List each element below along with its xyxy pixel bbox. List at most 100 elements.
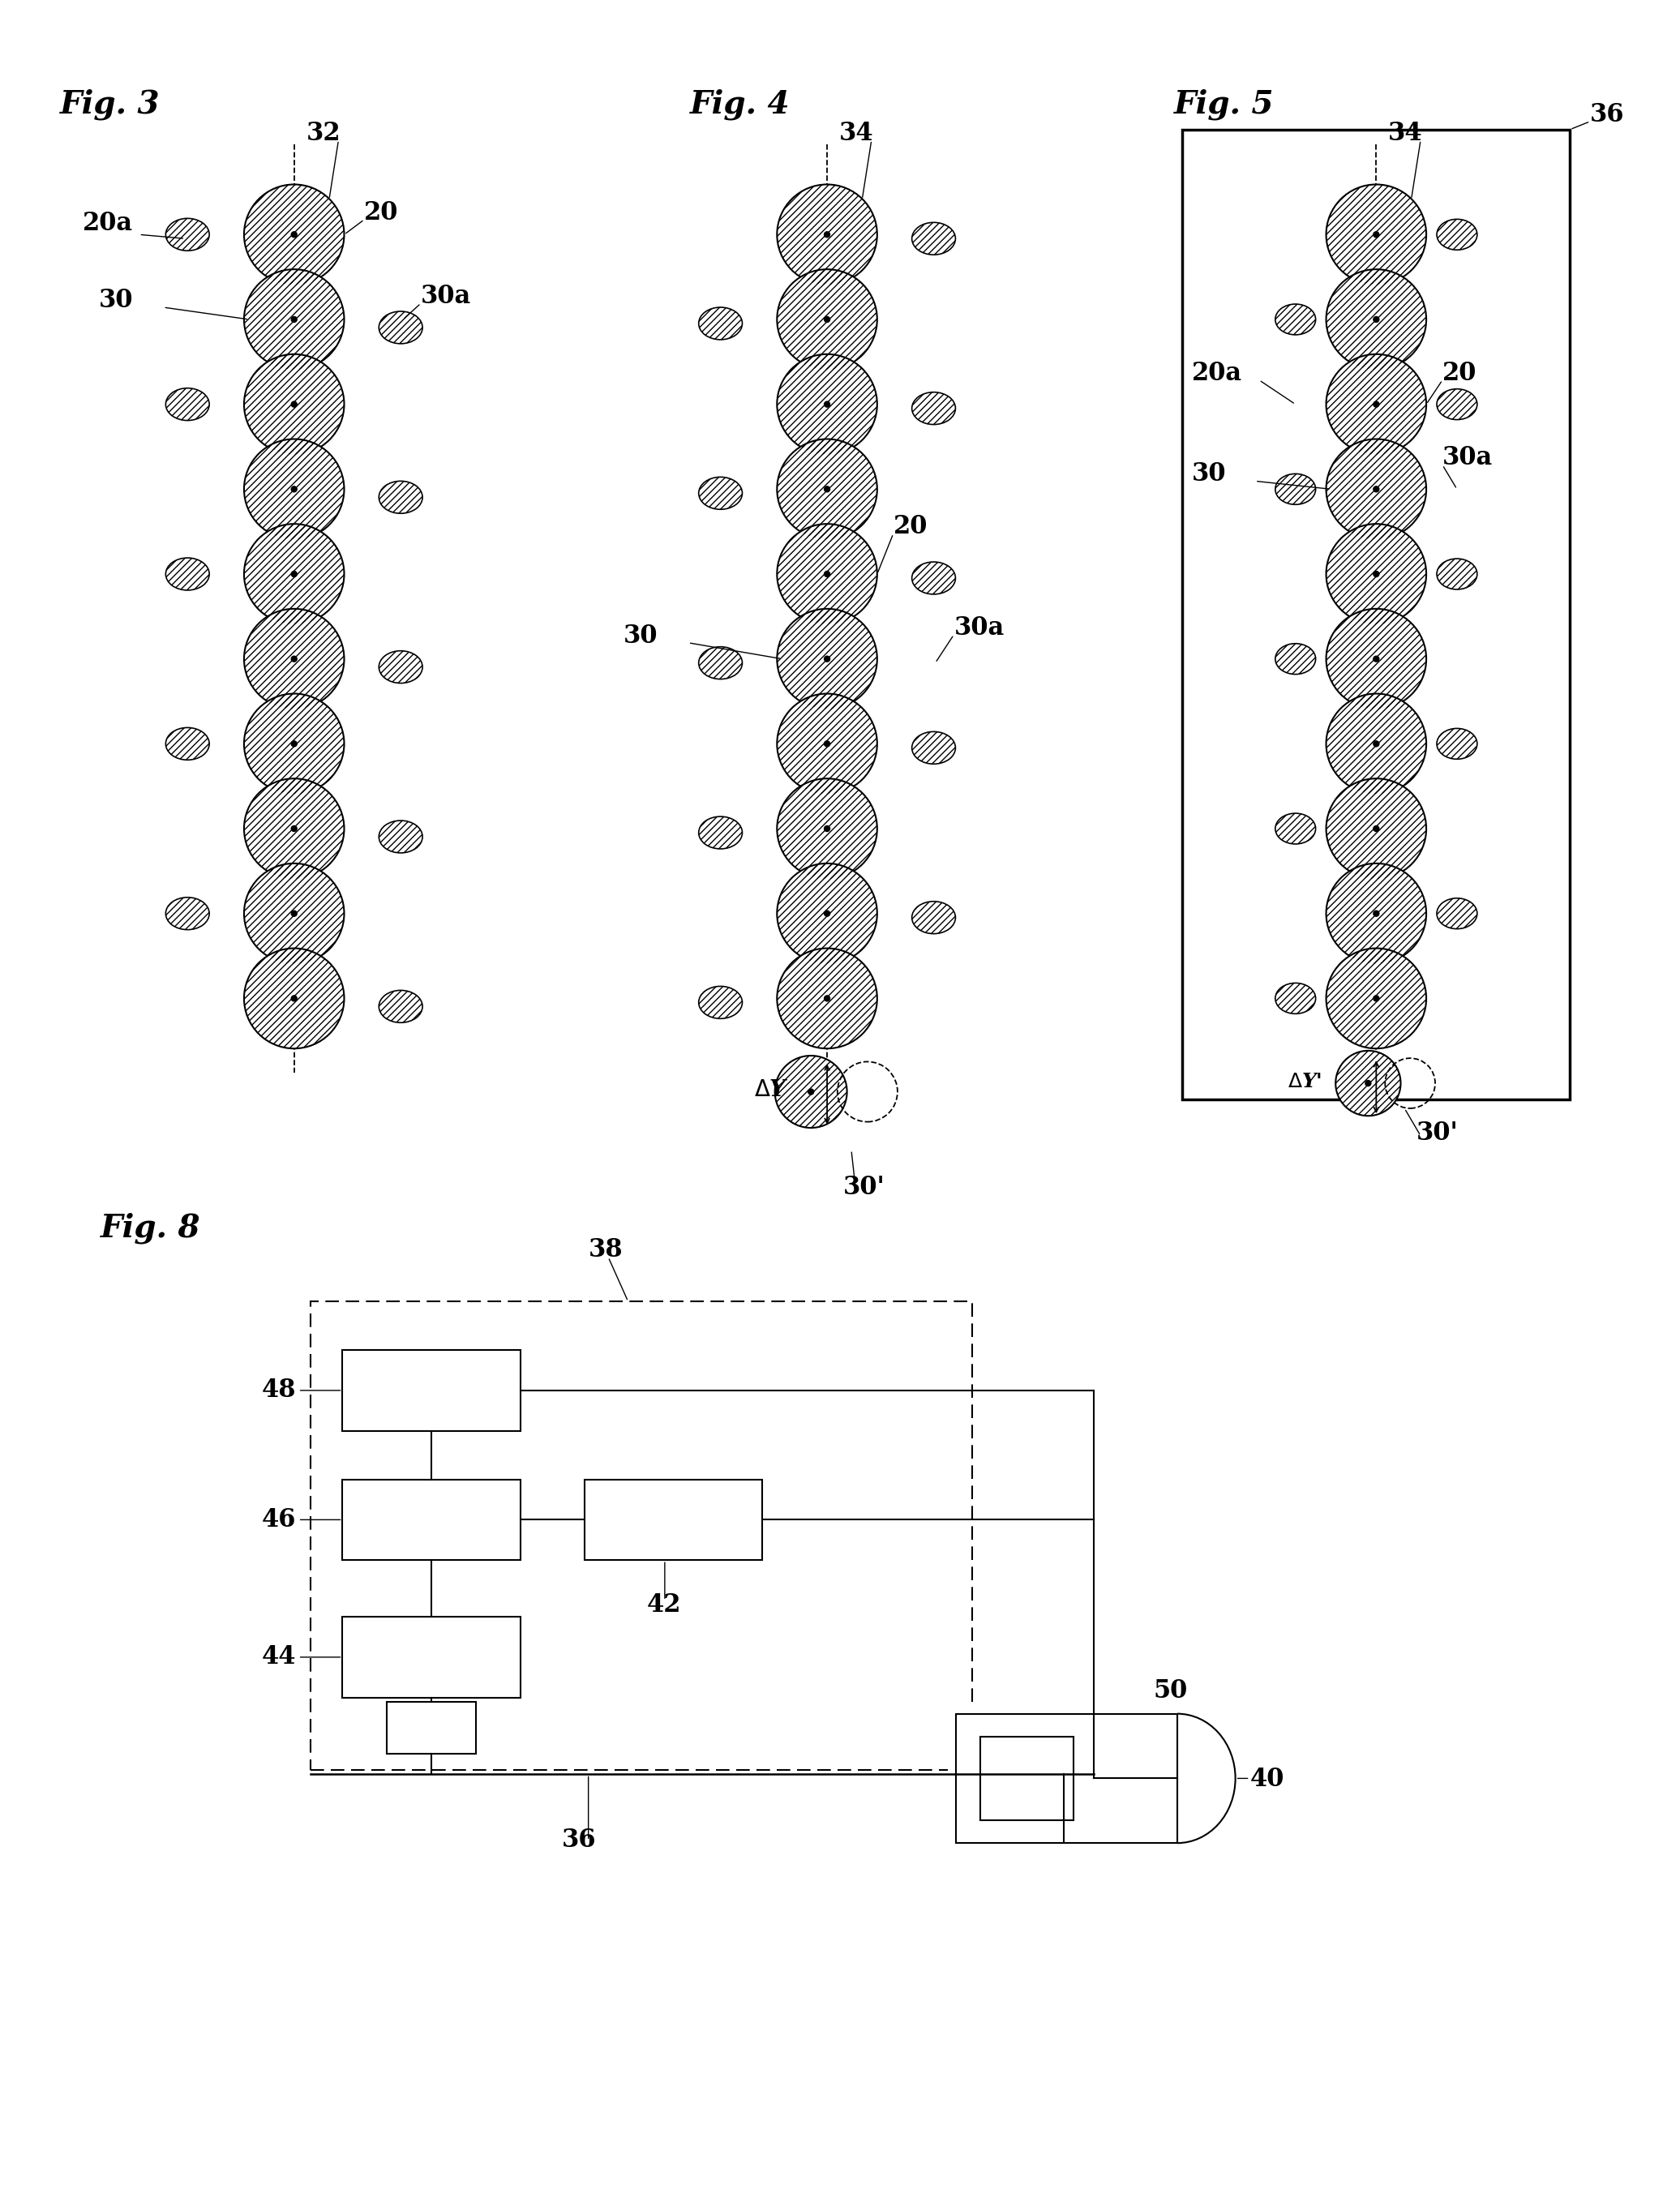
Circle shape <box>1326 693 1426 794</box>
Text: 30a: 30a <box>1443 445 1494 470</box>
Ellipse shape <box>380 312 422 344</box>
Text: Fig. 4: Fig. 4 <box>690 90 790 121</box>
Text: 30a: 30a <box>422 283 472 309</box>
Circle shape <box>825 996 830 1000</box>
Text: 30': 30' <box>843 1176 885 1200</box>
Ellipse shape <box>699 476 743 509</box>
Circle shape <box>1326 353 1426 454</box>
Bar <box>956 1714 1178 1843</box>
Circle shape <box>244 948 344 1049</box>
Ellipse shape <box>912 222 956 255</box>
Text: 30: 30 <box>623 623 659 649</box>
Ellipse shape <box>1275 643 1315 674</box>
Text: $\Delta$Y': $\Delta$Y' <box>1287 1073 1322 1090</box>
Circle shape <box>1373 996 1379 1000</box>
Text: 32: 32 <box>306 121 341 145</box>
Circle shape <box>1373 487 1379 491</box>
Circle shape <box>778 948 877 1049</box>
Circle shape <box>1326 608 1426 709</box>
Circle shape <box>291 570 297 577</box>
Circle shape <box>825 825 830 832</box>
Circle shape <box>1326 524 1426 623</box>
Text: 20a: 20a <box>82 211 133 237</box>
Circle shape <box>244 864 344 963</box>
Circle shape <box>1326 439 1426 540</box>
Ellipse shape <box>166 557 210 590</box>
Circle shape <box>291 825 297 832</box>
Text: 20: 20 <box>894 513 927 540</box>
Ellipse shape <box>1436 559 1477 590</box>
Text: 34: 34 <box>840 121 874 145</box>
Circle shape <box>825 570 830 577</box>
Text: 46: 46 <box>262 1507 296 1531</box>
Bar <box>585 1479 763 1560</box>
Text: 36: 36 <box>1591 101 1625 127</box>
Circle shape <box>778 864 877 963</box>
Circle shape <box>778 270 877 369</box>
Circle shape <box>244 270 344 369</box>
Ellipse shape <box>166 388 210 421</box>
Circle shape <box>808 1088 813 1095</box>
Circle shape <box>825 402 830 408</box>
Ellipse shape <box>699 816 743 849</box>
Circle shape <box>244 779 344 880</box>
Text: $\Delta$Y: $\Delta$Y <box>754 1079 790 1101</box>
Circle shape <box>825 316 830 323</box>
Circle shape <box>825 742 830 746</box>
Circle shape <box>825 233 830 237</box>
Circle shape <box>825 656 830 663</box>
Circle shape <box>1373 402 1379 408</box>
Ellipse shape <box>1275 474 1315 505</box>
Circle shape <box>1326 270 1426 369</box>
Ellipse shape <box>1436 897 1477 928</box>
Text: 44: 44 <box>262 1646 296 1670</box>
Bar <box>311 1301 973 1771</box>
Circle shape <box>1336 1051 1401 1117</box>
Circle shape <box>291 316 297 323</box>
Text: 20a: 20a <box>1193 360 1243 386</box>
Circle shape <box>291 911 297 917</box>
Ellipse shape <box>380 989 422 1022</box>
Circle shape <box>291 996 297 1000</box>
Text: Fig. 3: Fig. 3 <box>60 90 160 121</box>
Text: 20: 20 <box>365 200 398 226</box>
Bar <box>981 1735 1074 1821</box>
Text: 50: 50 <box>1152 1678 1188 1703</box>
Text: 40: 40 <box>1250 1766 1284 1792</box>
Circle shape <box>774 1055 847 1128</box>
Circle shape <box>1373 825 1379 832</box>
Circle shape <box>1326 948 1426 1049</box>
Ellipse shape <box>912 393 956 423</box>
Circle shape <box>778 524 877 623</box>
Ellipse shape <box>166 897 210 930</box>
Circle shape <box>1326 779 1426 880</box>
Ellipse shape <box>912 731 956 764</box>
Circle shape <box>778 353 877 454</box>
Text: 30: 30 <box>1193 461 1226 487</box>
Text: 20: 20 <box>1443 360 1477 386</box>
Bar <box>343 1617 521 1698</box>
Bar <box>948 1705 1178 1852</box>
Ellipse shape <box>1436 219 1477 250</box>
Circle shape <box>291 402 297 408</box>
Circle shape <box>1366 1079 1371 1086</box>
Text: 48: 48 <box>262 1378 296 1402</box>
Bar <box>1183 129 1571 1099</box>
Ellipse shape <box>699 647 743 680</box>
Ellipse shape <box>1275 814 1315 845</box>
Circle shape <box>244 439 344 540</box>
Ellipse shape <box>380 652 422 682</box>
Text: 30: 30 <box>99 287 133 314</box>
Text: 38: 38 <box>588 1237 623 1264</box>
Circle shape <box>291 656 297 663</box>
Circle shape <box>825 487 830 491</box>
Text: 30': 30' <box>1416 1121 1458 1145</box>
Ellipse shape <box>166 219 210 250</box>
Text: Fig. 8: Fig. 8 <box>101 1213 200 1244</box>
Ellipse shape <box>912 562 956 595</box>
Text: 36: 36 <box>561 1828 596 1852</box>
Ellipse shape <box>1275 983 1315 1014</box>
Ellipse shape <box>1436 388 1477 419</box>
Ellipse shape <box>699 987 743 1018</box>
Ellipse shape <box>1436 728 1477 759</box>
